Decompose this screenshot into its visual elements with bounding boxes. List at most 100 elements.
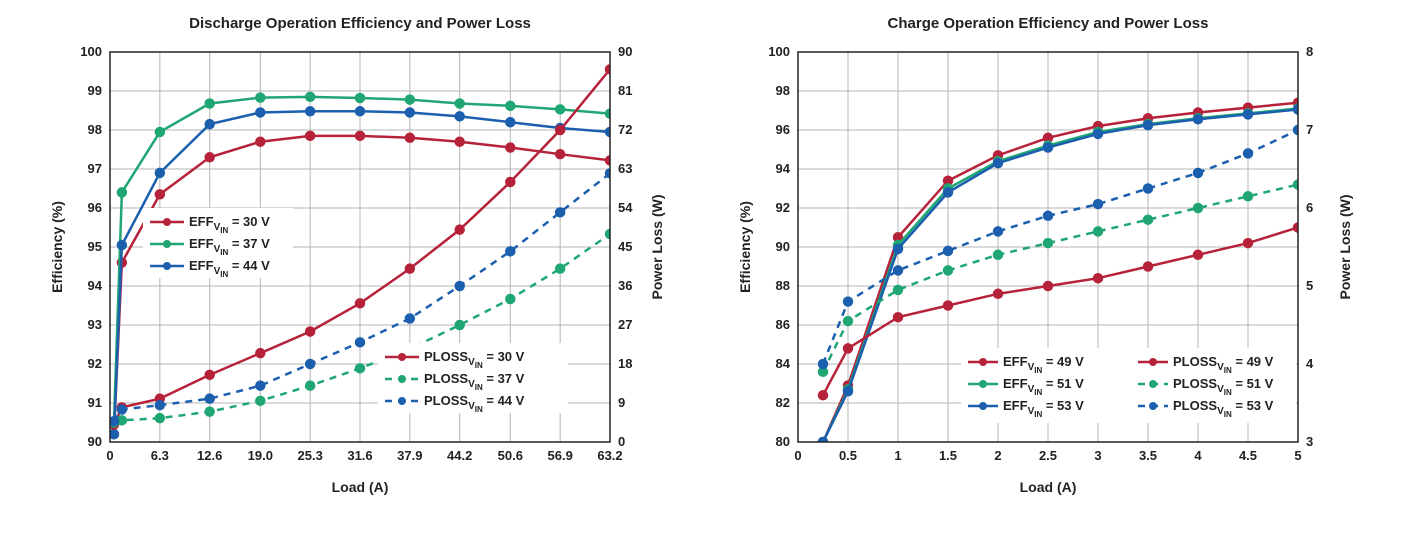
svg-text:54: 54 (618, 200, 633, 215)
svg-text:19.0: 19.0 (248, 448, 273, 463)
discharge-panel: Discharge Operation Efficiency and Power… (40, 15, 680, 535)
svg-text:2: 2 (994, 448, 1001, 463)
svg-text:3: 3 (1306, 434, 1313, 449)
ploss-49-marker (894, 313, 903, 322)
ploss-37-marker (356, 364, 365, 373)
ploss-37-marker (455, 321, 464, 330)
eff-30-marker (455, 137, 464, 146)
ploss-49-marker (1094, 274, 1103, 283)
svg-text:12.6: 12.6 (197, 448, 222, 463)
eff-53-marker (1094, 129, 1103, 138)
eff-44-marker (306, 107, 315, 116)
eff-30-marker (256, 137, 265, 146)
discharge-plot-wrap: 06.312.619.025.331.637.944.250.656.963.2… (40, 42, 680, 502)
svg-text:97: 97 (88, 161, 102, 176)
eff-37-marker (306, 92, 315, 101)
svg-text:Power Loss (W): Power Loss (W) (649, 194, 665, 299)
svg-text:98: 98 (88, 122, 102, 137)
eff-44-marker (506, 118, 515, 127)
svg-text:90: 90 (618, 44, 632, 59)
svg-text:96: 96 (776, 122, 790, 137)
svg-text:6.3: 6.3 (151, 448, 169, 463)
ploss-51-marker (1244, 192, 1253, 201)
ploss-44-marker (455, 282, 464, 291)
eff-44-marker (405, 108, 414, 117)
svg-text:3.5: 3.5 (1139, 448, 1157, 463)
ploss-44-marker (356, 338, 365, 347)
svg-text:63.2: 63.2 (597, 448, 622, 463)
eff-44-marker (155, 168, 164, 177)
svg-text:Efficiency (%): Efficiency (%) (49, 201, 65, 293)
discharge-svg: 06.312.619.025.331.637.944.250.656.963.2… (40, 42, 680, 502)
svg-text:90: 90 (88, 434, 102, 449)
svg-text:92: 92 (776, 200, 790, 215)
eff-30-marker (506, 143, 515, 152)
svg-text:88: 88 (776, 278, 790, 293)
ploss-44-marker (306, 360, 315, 369)
charge-panel: Charge Operation Efficiency and Power Lo… (728, 15, 1368, 535)
charge-title: Charge Operation Efficiency and Power Lo… (728, 15, 1368, 32)
svg-text:56.9: 56.9 (548, 448, 573, 463)
ploss-49-marker (1194, 250, 1203, 259)
svg-text:27: 27 (618, 317, 632, 332)
eff-44-marker (455, 112, 464, 121)
ploss-30-marker (455, 225, 464, 234)
ploss-53-marker (844, 297, 853, 306)
ploss-37-marker (256, 396, 265, 405)
svg-text:93: 93 (88, 317, 102, 332)
ploss-53-marker (1244, 149, 1253, 158)
ploss-44-marker (109, 417, 118, 426)
ploss-30-marker (356, 299, 365, 308)
eff-44-marker (117, 241, 126, 250)
eff-30-marker (405, 133, 414, 142)
ploss-53-marker (1144, 184, 1153, 193)
svg-text:Efficiency (%): Efficiency (%) (737, 201, 753, 293)
svg-text:96: 96 (88, 200, 102, 215)
eff-53-marker (1194, 115, 1203, 124)
eff-30-marker (205, 153, 214, 162)
svg-text:63: 63 (618, 161, 632, 176)
svg-text:Power Loss (W): Power Loss (W) (1337, 194, 1353, 299)
ploss-37-marker (306, 381, 315, 390)
svg-text:100: 100 (80, 44, 102, 59)
svg-text:4.5: 4.5 (1239, 448, 1257, 463)
ploss-44-marker (155, 401, 164, 410)
svg-text:90: 90 (776, 239, 790, 254)
svg-text:72: 72 (618, 122, 632, 137)
svg-text:1.5: 1.5 (939, 448, 957, 463)
svg-text:5: 5 (1306, 278, 1313, 293)
svg-text:18: 18 (618, 356, 632, 371)
ploss-49-marker (1244, 239, 1253, 248)
ploss-30-marker (256, 349, 265, 358)
ploss-53-marker (819, 360, 828, 369)
ploss-30-marker (556, 126, 565, 135)
page: { "colors": { "red": "#b7223b", "green":… (0, 0, 1408, 555)
eff-53-marker (1044, 143, 1053, 152)
eff-37-marker (205, 99, 214, 108)
ploss-30-marker (205, 370, 214, 379)
ploss-49-marker (819, 391, 828, 400)
ploss-49-marker (844, 344, 853, 353)
ploss-49-marker (1044, 282, 1053, 291)
ploss-30-marker (506, 178, 515, 187)
svg-text:2.5: 2.5 (1039, 448, 1057, 463)
svg-text:0.5: 0.5 (839, 448, 857, 463)
ploss-30-marker (306, 327, 315, 336)
eff-30-marker (306, 131, 315, 140)
eff-53-marker (1244, 110, 1253, 119)
svg-text:1: 1 (894, 448, 901, 463)
eff-37-marker (356, 94, 365, 103)
svg-text:100: 100 (768, 44, 790, 59)
ploss-51-marker (1094, 227, 1103, 236)
eff-44-marker (109, 430, 118, 439)
ploss-37-marker (506, 295, 515, 304)
ploss-44-marker (405, 314, 414, 323)
svg-text:82: 82 (776, 395, 790, 410)
ploss-37-marker (205, 407, 214, 416)
eff-37-marker (556, 105, 565, 114)
charge-plot-wrap: 00.511.522.533.544.558082848688909294969… (728, 42, 1368, 502)
svg-text:37.9: 37.9 (397, 448, 422, 463)
ploss-37-marker (155, 414, 164, 423)
svg-text:94: 94 (776, 161, 791, 176)
eff-53-marker (844, 387, 853, 396)
